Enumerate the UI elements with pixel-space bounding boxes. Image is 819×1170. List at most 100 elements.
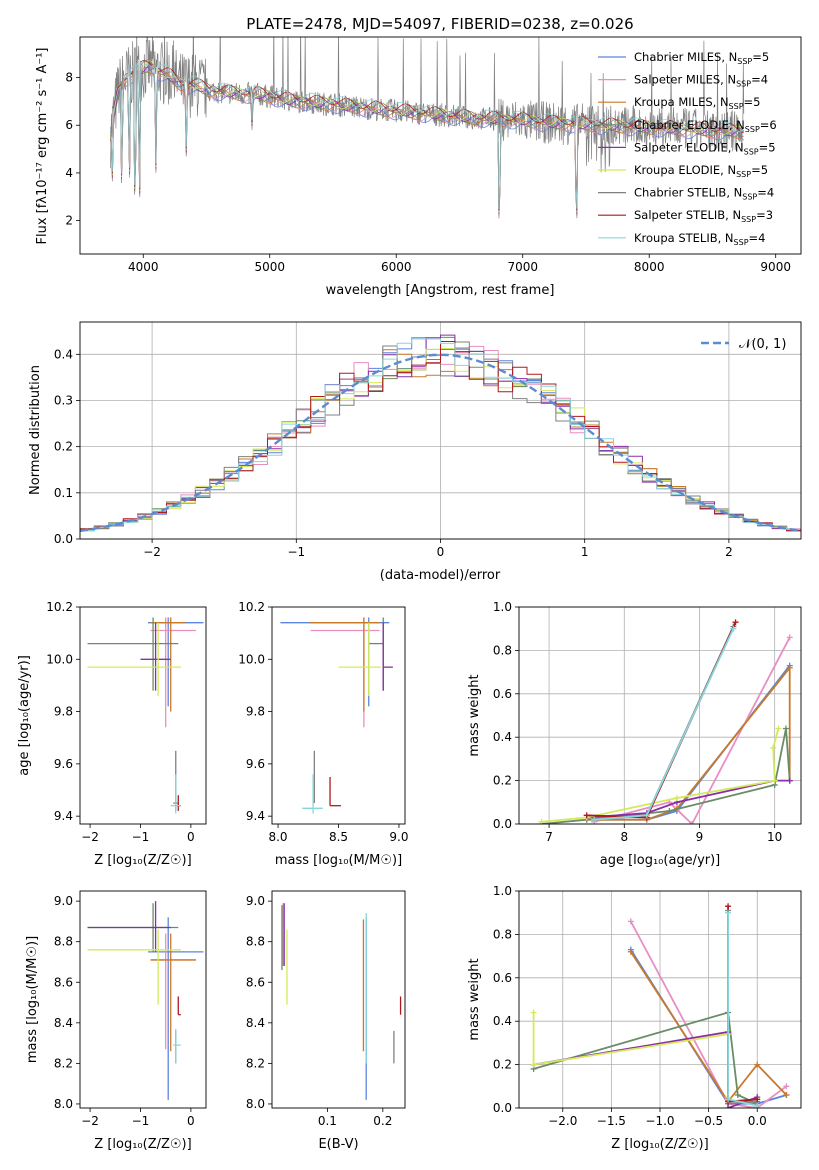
tick-label-y: 9.4 <box>246 809 265 823</box>
errorbar-point <box>177 996 181 1016</box>
plus-marker <box>627 918 634 925</box>
tick-label-y: 0.4 <box>493 1014 512 1028</box>
weight-series <box>727 912 758 1107</box>
tick-label-x: 0 <box>187 1114 195 1128</box>
y-axis-label: mass [log₁₀(M/M☉)] <box>25 936 40 1063</box>
tick-label-x: 0.2 <box>373 1114 392 1128</box>
plus-marker <box>688 821 695 824</box>
weight-series <box>541 728 780 823</box>
model-spectrum-kroupa-stelib <box>110 62 745 209</box>
plus-marker <box>530 1009 537 1016</box>
legend-entry: Chabrier MILES, NSSP=5 <box>634 50 769 66</box>
x-axis-label: E(B-V) <box>318 1137 358 1152</box>
tick-label-x: −1 <box>287 545 305 559</box>
weight-series <box>594 626 735 821</box>
tick-label-x: −2 <box>81 1114 99 1128</box>
plot-area <box>281 903 402 1100</box>
tick-label-x: 8000 <box>634 260 665 274</box>
x-axis-label: wavelength [Angstrom, rest frame] <box>326 283 555 298</box>
errorbar-point <box>309 617 380 712</box>
errorbar-point <box>173 1028 181 1064</box>
tick-label-y: 0.3 <box>54 393 73 407</box>
legend-entry: Kroupa ELODIE, NSSP=5 <box>634 163 768 179</box>
panel-mass_vs_ebv: 0.1 0.2 8.0 8.2 8.4 8.6 8.8 9.0 <box>246 890 406 1128</box>
histogram-chabrier-stelib <box>80 345 801 532</box>
tick-label-x: 5000 <box>254 260 285 274</box>
tick-label-y: 10.2 <box>238 600 265 614</box>
tick-label-y: 0.2 <box>493 774 512 788</box>
tick-label-y: 8.0 <box>54 1097 73 1111</box>
errorbar-point <box>148 917 204 1100</box>
plot-area <box>538 619 793 824</box>
tick-label-y: 8 <box>65 71 73 85</box>
gaussian-curve <box>80 353 801 533</box>
tick-label-y: 0.4 <box>493 730 512 744</box>
x-axis-label: mass [log₁₀(M/M☉)] <box>275 853 402 868</box>
tick-label-y: 1.0 <box>493 884 512 898</box>
tick-label-y: 2 <box>65 214 73 228</box>
tick-label-y: 9.4 <box>54 809 73 823</box>
tick-label-x: 8 <box>620 830 628 844</box>
tick-label-y: 8.2 <box>246 1056 265 1070</box>
tick-label-y: 8.8 <box>246 935 265 949</box>
plus-marker <box>754 1096 761 1103</box>
tick-label-x: 0 <box>187 830 195 844</box>
errorbar-point <box>382 622 393 691</box>
weight-series <box>541 728 791 824</box>
tick-label-x: 9.0 <box>389 830 408 844</box>
plus-marker <box>583 812 590 819</box>
panel-weight_vs_age: 7 8 9 10 0.0 0.2 0.4 0.6 0.8 1.0 <box>493 600 802 844</box>
tick-label-x: 7 <box>545 830 553 844</box>
tick-label-x: 0 <box>437 545 445 559</box>
legend-entry: Chabrier STELIB, NSSP=4 <box>634 186 774 202</box>
x-axis-label: age [log₁₀(age/yr)] <box>600 853 721 868</box>
weight-series <box>727 906 758 1103</box>
weight-series <box>593 636 791 824</box>
plus-marker <box>725 903 732 910</box>
chart-title: PLATE=2478, MJD=54097, FIBERID=0238, z=0… <box>246 15 633 33</box>
panel-weight_vs_Z: −2.0 −1.5 −1.0 −0.5 0.0 0.0 0.2 0.4 0.6 0.8 1.0 <box>493 884 802 1128</box>
tick-label-x: −1 <box>132 1114 150 1128</box>
plus-marker <box>643 812 650 819</box>
tick-label-x: 9 <box>696 830 704 844</box>
plus-marker <box>782 725 789 732</box>
panel-mass_vs_Z: −2 −1 0 8.0 8.2 8.4 8.6 8.8 9.0 <box>54 890 207 1128</box>
plus-marker <box>673 794 680 801</box>
axes-frame <box>79 321 802 540</box>
tick-label-y: 9.0 <box>54 894 73 908</box>
tick-label-y: 0.2 <box>493 1058 512 1072</box>
tick-label-y: 9.8 <box>54 705 73 719</box>
tick-label-x: 2 <box>725 545 733 559</box>
tick-label-y: 9.8 <box>246 705 265 719</box>
legend-entry: Chabrier ELODIE, NSSP=6 <box>634 118 777 134</box>
tick-label-x: 8.0 <box>268 830 287 844</box>
errorbar-point <box>150 933 196 1050</box>
plot-area <box>530 903 790 1108</box>
tick-label-y: 0.2 <box>54 440 73 454</box>
plot-area <box>110 37 745 219</box>
x-axis-label: Z [log₁₀(Z/Z☉)] <box>94 853 191 868</box>
tick-label-y: 0.0 <box>493 817 512 831</box>
errorbar-point <box>302 774 323 814</box>
axes-frame <box>271 890 406 1109</box>
plus-marker <box>725 1096 732 1103</box>
legend-entry: 𝒩(0, 1) <box>739 337 786 352</box>
errorbar-point <box>87 929 181 1005</box>
weight-series <box>586 621 737 819</box>
panel-age_vs_Z: −2 −1 0 9.4 9.6 9.8 10.0 10.2 <box>46 600 207 844</box>
panel-age_vs_mass: 8.0 8.5 9.0 9.4 9.6 9.8 10.0 10.2 <box>238 600 408 844</box>
plus-marker <box>786 777 793 784</box>
y-axis-label: Flux [fλ10⁻¹⁷ erg cm⁻² s⁻¹ A⁻¹] <box>35 48 50 245</box>
tick-label-x: 4000 <box>128 260 159 274</box>
plus-marker <box>734 1091 741 1098</box>
tick-label-y: 8.6 <box>246 975 265 989</box>
tick-label-y: 1.0 <box>493 600 512 614</box>
plot-area <box>280 617 393 814</box>
y-axis-label: age [log₁₀(age/yr)] <box>17 655 32 776</box>
plus-marker <box>783 1091 790 1098</box>
legend-entry: Kroupa MILES, NSSP=5 <box>634 95 760 111</box>
plus-marker <box>754 1061 761 1068</box>
x-axis-label: Z [log₁₀(Z/Z☉)] <box>611 1137 708 1152</box>
weight-series <box>727 910 758 1105</box>
